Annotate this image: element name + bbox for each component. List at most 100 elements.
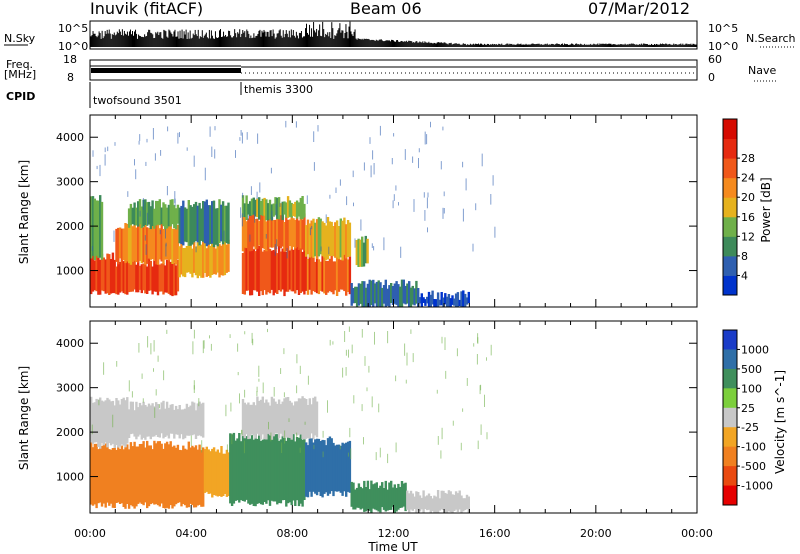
heatmap-cell: [281, 248, 284, 290]
heatmap-cell: [198, 444, 201, 505]
scatter-mark: [437, 436, 439, 445]
heatmap-cell: [343, 443, 346, 492]
heatmap-cell: [321, 221, 324, 257]
heatmap-cell: [252, 213, 255, 247]
heatmap-cell: [187, 407, 190, 436]
heatmap-cell: [285, 202, 288, 218]
heatmap-cell: [330, 255, 333, 293]
heatmap-cell: [216, 449, 219, 497]
heatmap-cell: [147, 201, 151, 225]
heatmap-cell: [129, 203, 133, 226]
heatmap-cell: [97, 449, 100, 504]
heatmap-cell: [90, 255, 93, 295]
heatmap-cell: [156, 201, 160, 225]
heatmap-cell: [310, 438, 313, 497]
heatmap-cell: [247, 434, 250, 504]
heatmap-cell: [339, 445, 342, 493]
heatmap-cell: [312, 218, 315, 258]
heatmap-cell: [386, 288, 389, 306]
scatter-mark: [146, 212, 148, 226]
scatter-mark: [280, 368, 282, 374]
heatmap-cell: [109, 449, 113, 504]
heatmap-cell: [292, 405, 295, 434]
heatmap-cell: [95, 200, 98, 256]
scatter-mark: [179, 132, 180, 138]
heatmap-cell: [171, 228, 174, 264]
heatmap-cell: [456, 292, 460, 307]
scatter-mark: [373, 163, 375, 175]
scatter-mark: [465, 178, 467, 191]
heatmap-cell: [221, 244, 225, 276]
heatmap-cell: [90, 196, 93, 259]
heatmap-cell: [137, 201, 140, 227]
heatmap-cell: [265, 199, 268, 221]
heatmap-cell: [281, 215, 284, 247]
scatter-mark: [265, 234, 267, 239]
heatmap-cell: [104, 400, 107, 443]
scatter-mark: [400, 246, 402, 258]
scatter-mark: [229, 334, 231, 338]
freq-label-2: [MHz]: [4, 68, 36, 81]
heatmap-cell: [445, 296, 449, 307]
heatmap-cell: [144, 405, 147, 440]
heatmap-cell: [270, 437, 274, 501]
heatmap-cell: [126, 397, 129, 444]
heatmap-cell: [363, 480, 366, 512]
heatmap-cell: [212, 244, 216, 274]
heatmap-cell: [288, 435, 292, 503]
heatmap-cell: [272, 436, 275, 502]
heatmap-cell: [305, 399, 308, 439]
scatter-mark: [281, 442, 283, 453]
heatmap-cell: [90, 440, 93, 505]
heatmap-cell: [202, 402, 205, 438]
scatter-mark: [107, 146, 109, 152]
heatmap-cell: [117, 262, 120, 295]
colorbar-swatch: [723, 485, 737, 506]
scatter-mark: [144, 235, 146, 241]
heatmap-cell: [270, 396, 274, 440]
heatmap-cell: [91, 402, 95, 444]
heatmap-cell: [308, 438, 311, 492]
heatmap-cell: [207, 449, 210, 494]
heatmap-cell: [286, 244, 290, 292]
heatmap-cell: [427, 493, 431, 510]
heatmap-cell: [294, 219, 297, 249]
scatter-mark: [286, 248, 288, 259]
scatter-mark: [304, 421, 306, 425]
scatter-mark: [406, 352, 408, 366]
scatter-mark: [494, 226, 496, 238]
heatmap-cell: [120, 260, 124, 292]
heatmap-cell: [90, 396, 93, 443]
heatmap-cell: [153, 406, 156, 437]
heatmap-cell: [169, 441, 172, 506]
heatmap-cell: [102, 401, 105, 446]
heatmap-cell: [310, 404, 313, 434]
scatter-mark: [332, 341, 334, 345]
heatmap-cell: [241, 434, 245, 501]
scatter-mark: [296, 385, 298, 394]
colorbar-swatch: [723, 236, 737, 257]
heatmap-cell: [178, 246, 181, 278]
heatmap-cell: [169, 222, 172, 260]
heatmap-cell: [158, 228, 161, 260]
heatmap-cell: [124, 260, 127, 295]
heatmap-cell: [286, 196, 290, 218]
power-panel: 1000 2000 3000 4000 Slant Range [km] 4 8 12 16…: [17, 114, 773, 308]
heatmap-cell: [183, 207, 187, 242]
power-colorbar-label: Power [dB]: [759, 177, 773, 242]
heatmap-cell: [258, 221, 261, 246]
heatmap-cell: [191, 248, 194, 278]
velocity-ylabel: Slant Range [km]: [17, 366, 31, 470]
scatter-mark: [267, 328, 268, 333]
colorbar-tick-label: 25: [741, 402, 755, 415]
heatmap-cell: [214, 248, 218, 275]
heatmap-cell: [261, 396, 264, 435]
heatmap-cell: [345, 254, 348, 296]
scatter-mark: [309, 227, 311, 236]
heatmap-cell: [164, 204, 167, 230]
heatmap-cell: [357, 283, 361, 306]
heatmap-cell: [265, 399, 268, 440]
heatmap-cell: [290, 202, 293, 218]
scatter-mark: [146, 138, 148, 143]
heatmap-cell: [263, 437, 266, 502]
